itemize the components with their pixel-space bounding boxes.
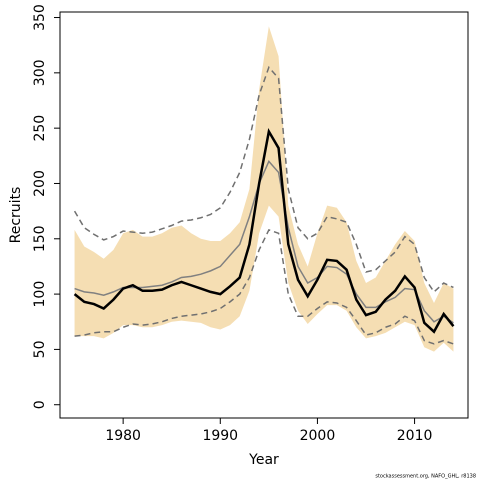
y-tick-label: 350 xyxy=(32,4,48,31)
series-line xyxy=(73,65,454,294)
confidence-band xyxy=(74,26,454,352)
y-tick-label: 200 xyxy=(32,170,48,197)
footer: stockassessment.org, NAFO_GHL, r8138 xyxy=(375,474,476,480)
y-tick-label: 150 xyxy=(32,225,48,252)
x-tick-label: 2000 xyxy=(300,428,336,444)
y-tick-label: 0 xyxy=(32,400,48,409)
x-axis-label: Year xyxy=(248,452,279,468)
y-tick-label: 100 xyxy=(32,281,48,308)
y-tick-label: 250 xyxy=(32,115,48,142)
x-tick-label: 2010 xyxy=(397,428,433,444)
series-line xyxy=(74,229,454,345)
y-tick-label: 300 xyxy=(32,59,48,86)
plot-frame xyxy=(59,11,469,419)
x-tick-label: 1990 xyxy=(202,428,238,444)
series-line xyxy=(73,127,455,334)
y-axis-label: Recruits xyxy=(8,187,24,244)
y-tick-label: 50 xyxy=(32,340,48,358)
x-tick-label: 1980 xyxy=(105,428,141,444)
